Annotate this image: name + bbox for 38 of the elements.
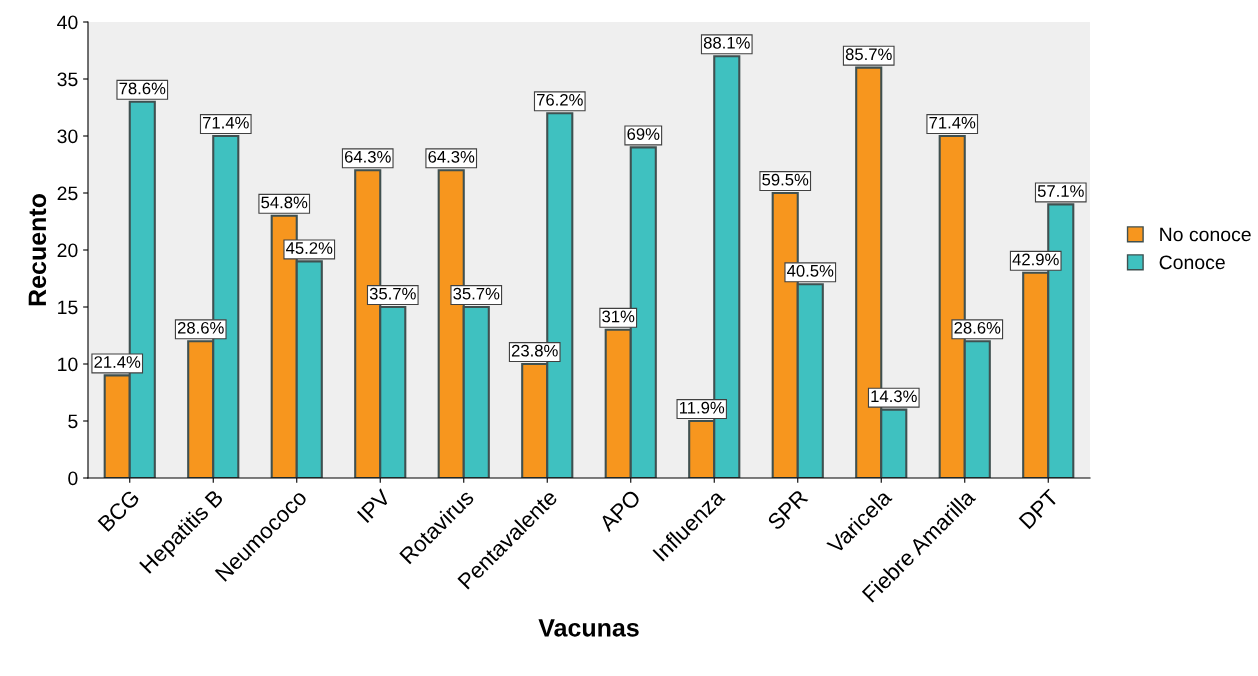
y-tick-label: 40 [57,15,78,30]
y-tick-label: 35 [57,72,78,87]
legend-label: No conoce [1160,227,1251,242]
annotation: 23.8% [511,344,558,357]
annotation: 54.8% [261,196,308,209]
y-tick-label: 20 [57,243,78,258]
annotation: 45.2% [286,242,333,254]
annotation: 78.6% [119,82,166,95]
x-axis-title: Vacunas [538,619,639,637]
annotation: 35.7% [369,287,416,300]
annotation: 35.7% [453,287,500,300]
y-tick-label: 15 [58,300,78,315]
annotation: 71.4% [929,116,976,129]
x-tick-label: IPV [356,488,392,523]
annotation: 28.6% [177,321,224,334]
y-tick-label: 10 [58,357,78,372]
annotation: 31% [602,310,635,323]
annotation: 76.2% [537,93,583,106]
annotation: 71.4% [203,116,249,129]
y-tick-label: 25 [57,186,78,201]
legend-label: Conoce [1159,255,1225,270]
annotation: 40.5% [787,264,834,277]
annotation: 28.6% [954,321,1001,334]
annotation: 59.5% [762,173,809,186]
annotation: 14.3% [871,390,917,403]
y-axis-title: Recuento [28,194,47,306]
y-tick-label: 5 [68,414,78,429]
annotation: 85.7% [845,48,892,61]
annotation: 11.9% [679,401,725,414]
annotation: 21.4% [94,356,141,368]
y-tick-label: 0 [68,471,78,486]
annotation: 69% [627,128,660,140]
annotation: 57.1% [1037,185,1084,197]
y-tick-label: 30 [57,129,78,144]
annotation: 42.9% [1012,253,1059,266]
annotation: 88.1% [703,36,750,49]
annotation: 64.3% [344,150,391,163]
annotation: 64.3% [428,150,475,163]
